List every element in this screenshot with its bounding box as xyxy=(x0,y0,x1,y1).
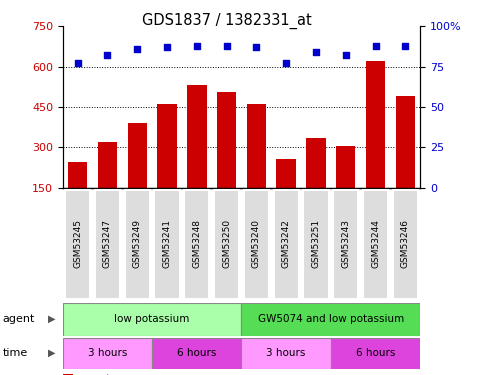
FancyBboxPatch shape xyxy=(65,190,90,299)
Bar xyxy=(276,159,296,188)
FancyBboxPatch shape xyxy=(244,190,269,299)
Bar xyxy=(152,338,242,369)
Point xyxy=(401,43,409,49)
Point xyxy=(223,43,230,49)
Bar xyxy=(242,303,420,336)
Text: GSM53240: GSM53240 xyxy=(252,219,261,268)
FancyBboxPatch shape xyxy=(333,190,358,299)
Text: GSM53246: GSM53246 xyxy=(401,219,410,268)
Bar xyxy=(217,92,236,188)
Point xyxy=(342,52,350,58)
Text: 3 hours: 3 hours xyxy=(267,348,306,358)
Text: GSM53245: GSM53245 xyxy=(73,219,82,268)
Bar xyxy=(63,303,242,336)
Text: GDS1837 / 1382331_at: GDS1837 / 1382331_at xyxy=(142,13,312,29)
Bar xyxy=(396,96,415,188)
FancyBboxPatch shape xyxy=(303,190,328,299)
Bar xyxy=(306,138,326,188)
Bar xyxy=(68,162,87,188)
Text: GSM53243: GSM53243 xyxy=(341,219,350,268)
Text: 6 hours: 6 hours xyxy=(356,348,395,358)
Point xyxy=(312,49,320,55)
Bar xyxy=(187,86,207,188)
Bar xyxy=(157,104,177,188)
Text: ▶: ▶ xyxy=(48,314,56,324)
Text: GSM53244: GSM53244 xyxy=(371,219,380,268)
Bar xyxy=(336,146,355,188)
Bar xyxy=(247,104,266,188)
Text: GSM53250: GSM53250 xyxy=(222,219,231,268)
Text: 3 hours: 3 hours xyxy=(88,348,127,358)
Point xyxy=(253,44,260,50)
Text: GSM53248: GSM53248 xyxy=(192,219,201,268)
FancyBboxPatch shape xyxy=(155,190,180,299)
Text: count: count xyxy=(79,374,111,375)
Text: agent: agent xyxy=(2,314,35,324)
Bar xyxy=(242,338,331,369)
Point xyxy=(104,52,112,58)
Text: GSM53249: GSM53249 xyxy=(133,219,142,268)
Text: GSM53242: GSM53242 xyxy=(282,219,291,268)
Bar xyxy=(366,61,385,188)
Text: GSM53247: GSM53247 xyxy=(103,219,112,268)
FancyBboxPatch shape xyxy=(363,190,388,299)
FancyBboxPatch shape xyxy=(184,190,210,299)
Text: 6 hours: 6 hours xyxy=(177,348,216,358)
Text: GW5074 and low potassium: GW5074 and low potassium xyxy=(258,314,404,324)
FancyBboxPatch shape xyxy=(214,190,239,299)
Text: ▶: ▶ xyxy=(48,348,56,358)
Bar xyxy=(98,142,117,188)
Bar xyxy=(331,338,420,369)
Point xyxy=(372,43,380,49)
Point xyxy=(193,43,201,49)
Point xyxy=(163,44,171,50)
Text: GSM53251: GSM53251 xyxy=(312,219,320,268)
Point xyxy=(133,46,141,52)
Text: time: time xyxy=(2,348,28,358)
FancyBboxPatch shape xyxy=(393,190,418,299)
Bar xyxy=(63,374,73,375)
FancyBboxPatch shape xyxy=(95,190,120,299)
Bar xyxy=(63,338,152,369)
Text: low potassium: low potassium xyxy=(114,314,190,324)
Point xyxy=(282,60,290,66)
Bar xyxy=(128,123,147,188)
Point xyxy=(74,60,82,66)
FancyBboxPatch shape xyxy=(125,190,150,299)
FancyBboxPatch shape xyxy=(273,190,299,299)
Text: GSM53241: GSM53241 xyxy=(163,219,171,268)
